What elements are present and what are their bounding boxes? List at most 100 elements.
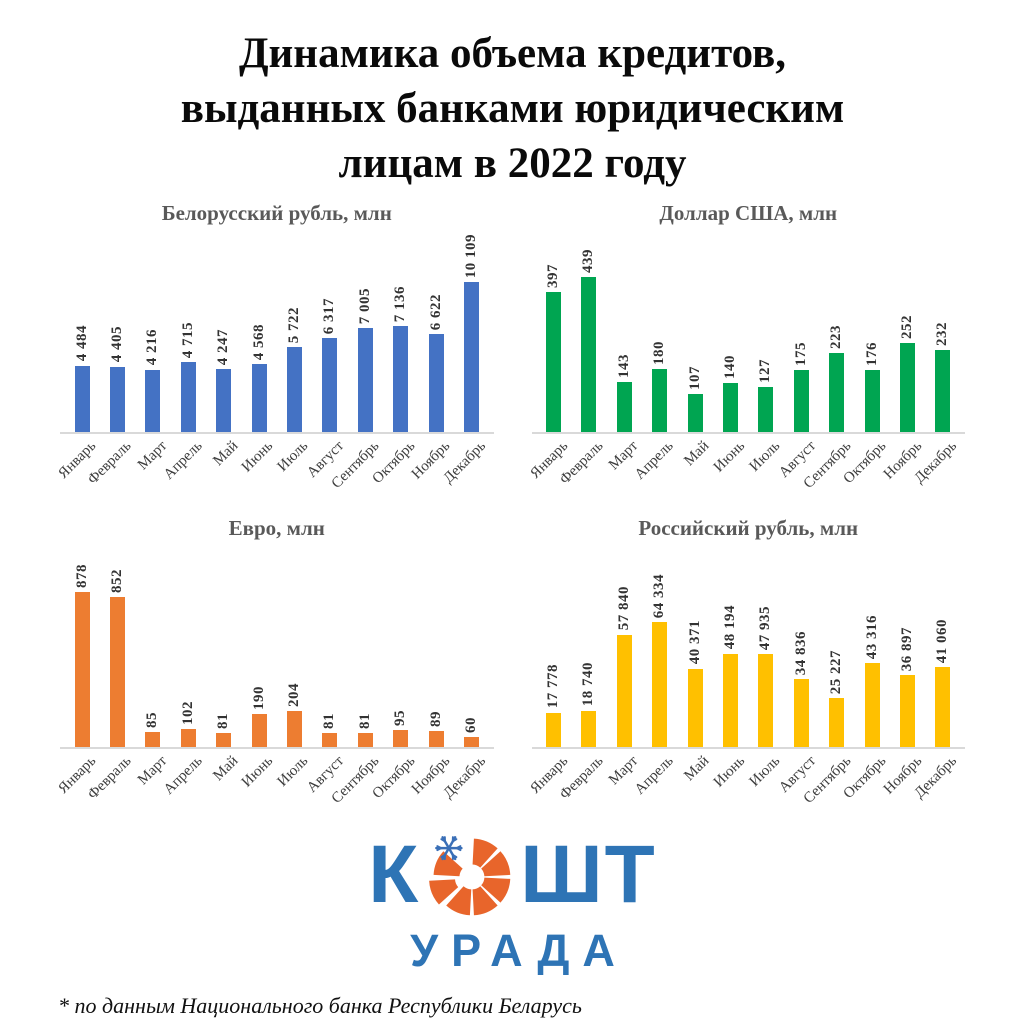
bar-column: 89 xyxy=(420,711,452,748)
bar xyxy=(357,732,373,748)
bar xyxy=(758,387,774,433)
snowflake-branch xyxy=(452,838,458,843)
orange-wedge xyxy=(481,851,511,877)
source-footnote: * по данным Национального банка Республи… xyxy=(58,993,582,1019)
bar xyxy=(900,343,916,433)
bar-value-label: 41 060 xyxy=(934,619,951,664)
bar xyxy=(723,653,739,748)
snowflake-spoke xyxy=(447,836,457,850)
chart-euro: Евро, млн 878 852 85 102 81 190 204 81 81 95 89 60 … xyxy=(56,516,494,825)
chart-us-dollar: Доллар США, млн 397 439 143 180 107 140 127 175… xyxy=(527,201,965,510)
bar xyxy=(463,736,479,748)
month-label: Май xyxy=(209,753,241,785)
bar-column: 102 xyxy=(172,701,204,748)
bar-column: 4 715 xyxy=(172,321,204,433)
bar-value-label: 223 xyxy=(828,325,845,350)
plot-area: 397 439 143 180 107 140 127 175 223 176 252 232 xyxy=(531,228,965,435)
bar xyxy=(145,369,161,433)
bar-column: 18 740 xyxy=(573,662,605,748)
bar xyxy=(546,291,561,433)
month-label: Июнь xyxy=(710,753,748,791)
bar xyxy=(864,662,880,748)
bar-value-label: 175 xyxy=(792,342,809,367)
month-tick: Июнь xyxy=(239,434,276,510)
month-tick: Декабрь xyxy=(440,434,489,510)
bar xyxy=(322,732,338,748)
chart-title: Доллар США, млн xyxy=(659,201,838,226)
bar-value-label: 43 316 xyxy=(863,614,880,659)
bar-value-label: 5 722 xyxy=(285,306,302,344)
bar-value-label: 143 xyxy=(615,353,632,378)
bar xyxy=(109,596,125,748)
bar-value-label: 18 740 xyxy=(580,662,597,707)
bar-column: 5 722 xyxy=(278,306,310,433)
month-tick: Май xyxy=(679,434,712,510)
bar-value-label: 4 568 xyxy=(250,324,267,361)
bar-column: 223 xyxy=(821,325,853,433)
bar-column: 4 405 xyxy=(101,326,133,433)
bar-column: 85 xyxy=(137,712,169,748)
bar xyxy=(180,729,196,748)
snowflake-spoke xyxy=(441,836,451,850)
bar-column: 852 xyxy=(101,569,133,748)
bar-value-label: 40 371 xyxy=(686,620,703,665)
month-label: Июнь xyxy=(238,753,277,791)
bar-value-label: 6 622 xyxy=(427,293,444,330)
month-tick: Апрель xyxy=(632,434,677,510)
bar xyxy=(251,713,267,748)
bar-value-label: 252 xyxy=(899,315,916,340)
bar-value-label: 180 xyxy=(651,340,668,365)
bar-value-label: 439 xyxy=(580,249,597,274)
kosht-urada-logo: К ШТ УРАДА xyxy=(0,827,1025,977)
bar-value-label: 47 935 xyxy=(757,605,774,650)
bar-column: 36 897 xyxy=(892,627,924,748)
bar-column: 48 194 xyxy=(715,605,747,748)
charts-grid: Белорусский рубль, млн 4 484 4 405 4 216 4 … xyxy=(56,201,965,825)
bar xyxy=(216,369,232,433)
bar-column: 107 xyxy=(679,366,711,433)
bar-value-label: 102 xyxy=(179,701,196,726)
logo-top-row: К ШТ xyxy=(0,827,1025,923)
bar xyxy=(723,382,739,433)
snowflake-branch xyxy=(440,853,447,859)
bar-column: 439 xyxy=(573,249,605,433)
month-label: Май xyxy=(209,438,241,470)
bar xyxy=(393,326,409,433)
month-tick: Апрель xyxy=(161,434,206,510)
bar-value-label: 107 xyxy=(686,366,703,391)
bar xyxy=(463,282,479,433)
bar-column: 204 xyxy=(278,683,310,748)
bar xyxy=(428,731,444,748)
bar-value-label: 34 836 xyxy=(792,631,809,676)
bar xyxy=(616,634,632,748)
bar-value-label: 878 xyxy=(73,564,90,589)
month-tick: Июнь xyxy=(710,434,747,510)
bar-column: 6 317 xyxy=(314,298,346,433)
month-tick: Февраль xyxy=(557,434,607,510)
orange-wedge xyxy=(433,851,463,877)
bar-value-label: 4 715 xyxy=(179,321,196,359)
bar-value-label: 190 xyxy=(250,685,267,710)
page-title: Динамика объема кредитов, выданных банка… xyxy=(0,0,1025,191)
bar-column: 397 xyxy=(538,264,570,433)
bar-column: 180 xyxy=(644,341,676,433)
chart-title: Российский рубль, млн xyxy=(638,516,859,541)
bar-value-label: 60 xyxy=(462,716,479,733)
bar xyxy=(829,353,845,433)
logo-subtitle: УРАДА xyxy=(410,925,628,977)
bar-column: 17 778 xyxy=(538,664,570,748)
logo-letters-sht: ШТ xyxy=(520,829,657,921)
chart-title: Белорусский рубль, млн xyxy=(161,201,392,226)
bar-value-label: 7 136 xyxy=(392,285,409,323)
bar xyxy=(428,333,444,433)
bar-value-label: 64 334 xyxy=(651,573,668,619)
bar-column: 81 xyxy=(314,713,346,748)
bar-column: 95 xyxy=(385,710,417,748)
bar-column: 143 xyxy=(608,354,640,433)
orange-wedge xyxy=(429,879,459,905)
bar-column: 7 136 xyxy=(385,285,417,433)
bar xyxy=(616,381,632,433)
bar-column: 60 xyxy=(455,717,487,748)
plot-area: 17 778 18 740 57 840 64 334 40 371 48 194 47 9… xyxy=(531,543,965,750)
bar-column: 4 247 xyxy=(208,329,240,433)
